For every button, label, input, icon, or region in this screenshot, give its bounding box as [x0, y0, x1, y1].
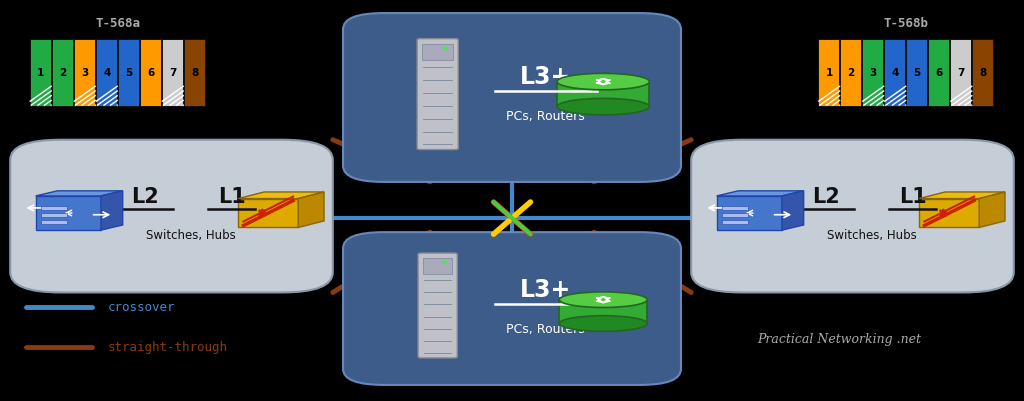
FancyBboxPatch shape	[118, 40, 139, 106]
FancyBboxPatch shape	[41, 221, 67, 225]
FancyBboxPatch shape	[840, 40, 861, 106]
Polygon shape	[36, 191, 123, 196]
FancyBboxPatch shape	[950, 40, 972, 106]
FancyBboxPatch shape	[929, 40, 949, 106]
Polygon shape	[239, 192, 324, 199]
FancyBboxPatch shape	[96, 40, 117, 106]
Text: T-568b: T-568b	[884, 17, 929, 30]
FancyBboxPatch shape	[722, 221, 748, 225]
FancyBboxPatch shape	[862, 40, 884, 106]
Ellipse shape	[557, 99, 649, 115]
FancyBboxPatch shape	[691, 140, 1014, 293]
FancyBboxPatch shape	[722, 213, 748, 217]
Text: straight-through: straight-through	[108, 340, 227, 353]
Text: 6: 6	[147, 68, 155, 78]
Text: 8: 8	[980, 68, 987, 78]
FancyBboxPatch shape	[139, 40, 161, 106]
Text: Switches, Hubs: Switches, Hubs	[146, 228, 236, 241]
Text: Switches, Hubs: Switches, Hubs	[827, 228, 916, 241]
Text: L1: L1	[218, 187, 246, 207]
Text: 3: 3	[869, 68, 877, 78]
Text: 1: 1	[37, 68, 44, 78]
Text: 2: 2	[59, 68, 67, 78]
FancyBboxPatch shape	[722, 206, 748, 210]
Text: 5: 5	[125, 68, 132, 78]
FancyBboxPatch shape	[10, 140, 333, 293]
Text: 1: 1	[825, 68, 833, 78]
Text: L3+: L3+	[520, 65, 571, 88]
FancyBboxPatch shape	[422, 45, 453, 61]
FancyBboxPatch shape	[417, 40, 459, 150]
Text: T-568a: T-568a	[95, 17, 140, 30]
Text: 2: 2	[848, 68, 855, 78]
FancyBboxPatch shape	[184, 40, 205, 106]
Text: 7: 7	[169, 68, 176, 78]
Text: L2: L2	[812, 187, 840, 207]
FancyBboxPatch shape	[423, 259, 453, 275]
Polygon shape	[782, 191, 804, 231]
Text: PCs, Routers: PCs, Routers	[507, 322, 585, 336]
Polygon shape	[920, 192, 1005, 199]
Text: 6: 6	[936, 68, 943, 78]
Text: PCs, Routers: PCs, Routers	[507, 110, 585, 123]
FancyBboxPatch shape	[885, 40, 905, 106]
Polygon shape	[36, 196, 101, 231]
Polygon shape	[920, 199, 979, 228]
FancyBboxPatch shape	[162, 40, 183, 106]
Text: crossover: crossover	[108, 300, 175, 313]
Polygon shape	[298, 192, 324, 228]
FancyBboxPatch shape	[343, 14, 681, 182]
FancyBboxPatch shape	[41, 206, 67, 210]
Text: 5: 5	[913, 68, 921, 78]
Ellipse shape	[557, 74, 649, 91]
Text: Practical Networking .net: Practical Networking .net	[758, 332, 922, 345]
FancyBboxPatch shape	[973, 40, 993, 106]
Ellipse shape	[559, 316, 647, 332]
FancyBboxPatch shape	[52, 40, 73, 106]
FancyBboxPatch shape	[418, 253, 458, 358]
FancyBboxPatch shape	[818, 40, 840, 106]
Polygon shape	[717, 196, 782, 231]
Polygon shape	[979, 192, 1005, 228]
FancyBboxPatch shape	[343, 233, 681, 385]
Polygon shape	[101, 191, 123, 231]
Text: L3+: L3+	[520, 277, 571, 301]
Polygon shape	[559, 300, 647, 324]
Polygon shape	[557, 82, 649, 107]
Text: L1: L1	[899, 187, 927, 207]
FancyBboxPatch shape	[906, 40, 928, 106]
Text: 4: 4	[103, 68, 111, 78]
Polygon shape	[239, 199, 298, 228]
Text: L2: L2	[131, 187, 159, 207]
Text: 3: 3	[81, 68, 88, 78]
Text: 4: 4	[892, 68, 899, 78]
FancyBboxPatch shape	[74, 40, 95, 106]
FancyBboxPatch shape	[30, 40, 51, 106]
Text: 8: 8	[191, 68, 199, 78]
FancyBboxPatch shape	[41, 213, 67, 217]
Polygon shape	[717, 191, 804, 196]
Text: 7: 7	[957, 68, 965, 78]
Ellipse shape	[559, 292, 647, 308]
